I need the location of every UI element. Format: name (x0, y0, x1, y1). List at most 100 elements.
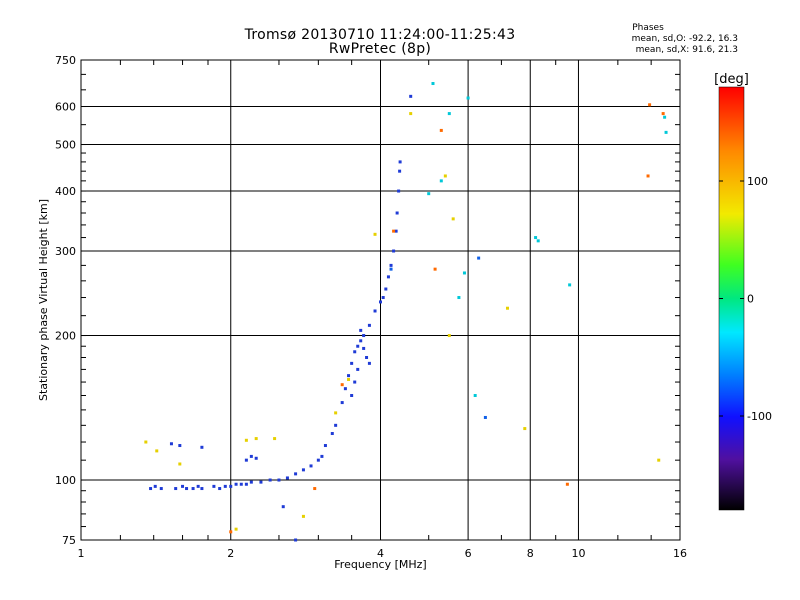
data-point (466, 96, 470, 100)
data-point (153, 484, 157, 488)
data-point (379, 300, 382, 304)
y-tick-label: 200 (55, 330, 76, 343)
data-point (353, 380, 357, 384)
phases-o-mode-stats: mean, sd,O: -92.2, 16.3 (631, 34, 738, 44)
data-point (334, 411, 338, 415)
data-point (229, 484, 233, 488)
data-point (395, 211, 399, 215)
data-point (451, 217, 455, 221)
data-point (169, 442, 173, 446)
data-point (427, 192, 431, 196)
data-point (249, 454, 253, 458)
data-point (149, 487, 153, 491)
y-tick-label: 500 (55, 139, 76, 152)
data-point (234, 527, 238, 531)
data-point (392, 229, 396, 233)
data-point (212, 484, 216, 488)
data-point (359, 339, 363, 343)
chart-title: Tromsø 20130710 11:24:00-11:25:43 (244, 27, 516, 43)
data-point (439, 128, 443, 132)
y-tick-label: 400 (55, 185, 76, 198)
data-point (309, 464, 313, 468)
y-tick-label: 100 (55, 474, 76, 487)
data-point (301, 468, 305, 472)
data-point (313, 487, 317, 491)
data-point (389, 263, 393, 267)
phases-x-mode-stats: mean, sd,X: 91.6, 21.3 (635, 45, 738, 55)
data-point (196, 484, 200, 488)
data-point (384, 287, 388, 291)
data-point (359, 328, 363, 332)
data-point (200, 445, 204, 449)
data-point (392, 249, 396, 253)
x-tick-label: 4 (377, 547, 384, 560)
data-point (343, 387, 347, 391)
data-point (389, 267, 393, 271)
data-point (340, 401, 344, 405)
data-point (273, 437, 277, 441)
data-point (200, 487, 204, 491)
data-point (218, 487, 222, 491)
x-tick-label: 10 (571, 547, 585, 560)
data-point (178, 444, 182, 448)
y-tick-label: 600 (55, 101, 76, 114)
data-point (664, 130, 668, 134)
data-point (223, 484, 227, 488)
x-tick-label: 1 (78, 547, 85, 560)
x-tick-label: 2 (227, 547, 234, 560)
data-point (178, 462, 182, 466)
data-point (657, 458, 661, 462)
data-point (191, 487, 195, 491)
data-point (367, 323, 371, 327)
data-point (229, 530, 233, 534)
data-point (340, 383, 344, 387)
data-point (409, 112, 413, 116)
data-point (259, 480, 263, 484)
x-tick-label: 16 (673, 547, 687, 560)
data-point (409, 94, 413, 98)
data-point (249, 480, 253, 484)
data-point (350, 361, 354, 365)
data-point (234, 482, 238, 486)
data-point (661, 112, 665, 116)
data-point (316, 458, 320, 462)
data-point (443, 174, 447, 178)
colorbar-tick-label: -100 (747, 410, 772, 423)
x-axis-label: Frequency [MHz] (334, 558, 426, 571)
data-point (356, 344, 360, 348)
data-point (294, 538, 298, 542)
data-point (350, 394, 354, 398)
data-point (534, 236, 538, 240)
data-point (362, 346, 366, 350)
data-point (285, 476, 289, 480)
data-point (439, 179, 443, 183)
data-point (398, 160, 402, 164)
data-point (568, 283, 572, 287)
data-point (320, 454, 324, 458)
data-point (362, 334, 366, 338)
phases-header: Phases (632, 23, 664, 33)
data-point (301, 514, 305, 518)
data-point (330, 432, 334, 436)
data-point (477, 256, 481, 260)
data-point (536, 239, 540, 243)
data-point (244, 482, 248, 486)
data-point (185, 487, 189, 491)
data-point (646, 174, 650, 178)
data-point (373, 232, 377, 236)
y-axis-label: Stationary phase Virtual Height [km] (37, 199, 50, 401)
data-point (505, 306, 509, 310)
y-tick-label: 300 (55, 245, 76, 258)
data-point (431, 82, 435, 86)
colorbar (718, 86, 745, 511)
data-point (244, 458, 248, 462)
colorbar-tick-label: 100 (747, 175, 768, 188)
data-point (462, 271, 466, 275)
data-point (155, 449, 159, 453)
data-point (244, 438, 248, 442)
data-point (381, 296, 385, 300)
data-point (347, 374, 351, 378)
x-tick-label: 8 (527, 547, 534, 560)
